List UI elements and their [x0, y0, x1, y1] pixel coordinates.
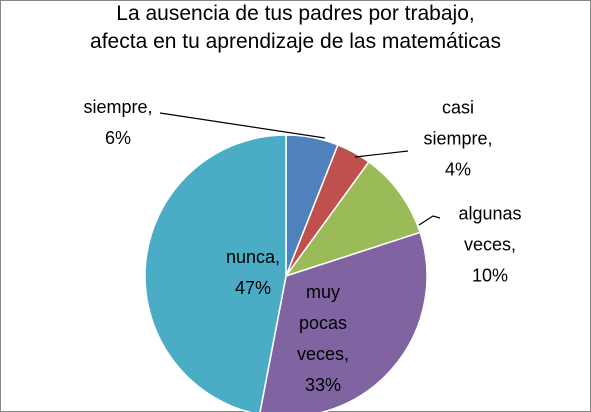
- pie-slice: [144, 134, 287, 412]
- chart-title: La ausencia de tus padres por trabajo,: [116, 2, 475, 25]
- data-label: siempre, 6%: [83, 97, 153, 148]
- data-label: algunas veces, 10%: [458, 203, 522, 286]
- chart-title: afecta en tu aprendizaje de las matemáti…: [90, 30, 501, 53]
- leader-line: [354, 150, 409, 158]
- pie: [144, 134, 428, 412]
- data-label: casi siempre, 4%: [423, 97, 493, 180]
- leader-line: [418, 215, 441, 226]
- data-label: muy pocas veces, 33%: [296, 282, 350, 395]
- leader-lines: [159, 112, 441, 226]
- leader-line: [159, 112, 326, 139]
- pie-slice: [284, 160, 422, 278]
- data-label: nunca, 47%: [225, 247, 281, 298]
- pie-slice: [259, 231, 428, 412]
